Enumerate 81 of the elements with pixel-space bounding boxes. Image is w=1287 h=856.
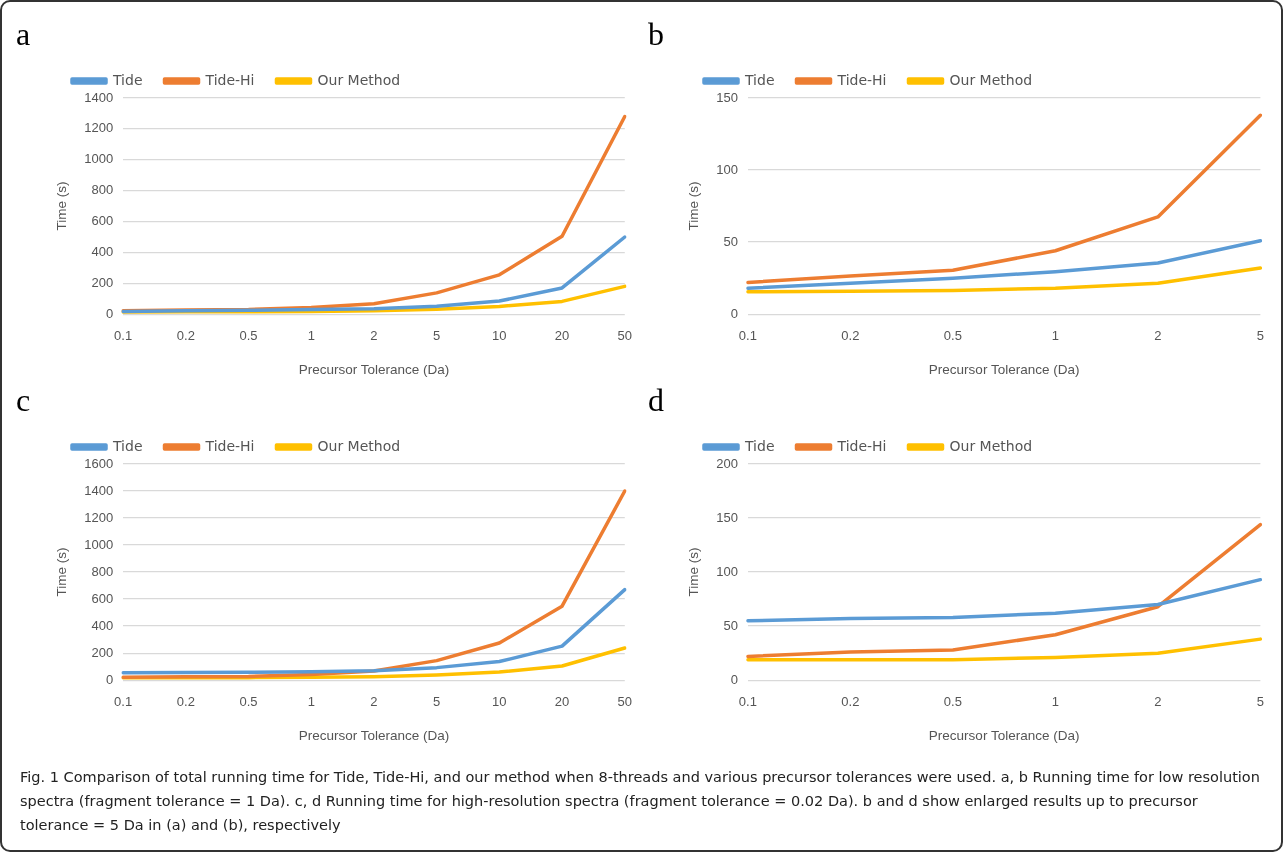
y-tick-label: 0 [730,305,738,321]
legend-label: Tide-Hi [204,437,255,454]
y-tick-label: 200 [716,455,738,471]
x-tick-label: 0.1 [738,327,757,343]
legend-label: Tide [744,437,775,454]
x-tick-label: 0.2 [176,693,195,709]
legend-label: Tide-Hi [836,437,887,454]
x-tick-label: 0.5 [239,693,258,709]
x-tick-label: 2 [370,327,378,343]
chart-title: b [648,16,664,53]
x-tick-label: 20 [554,693,570,709]
x-tick-label: 0.1 [738,693,757,709]
x-tick-label: 5 [1256,693,1264,709]
y-tick-label: 200 [91,644,114,660]
x-tick-label: 20 [554,327,570,343]
chart-title: c [16,382,31,419]
x-tick-label: 2 [1154,693,1162,709]
x-tick-label: 1 [307,327,315,343]
x-tick-label: 1 [307,693,315,709]
y-tick-label: 50 [723,233,738,249]
y-tick-label: 400 [91,617,114,633]
y-tick-label: 50 [723,617,738,633]
x-axis-title: Precursor Tolerance (Da) [928,727,1080,743]
x-tick-label: 0.2 [841,693,860,709]
y-tick-label: 150 [716,89,738,105]
y-tick-label: 800 [91,563,114,579]
y-tick-label: 1400 [84,89,114,105]
x-tick-label: 5 [433,693,441,709]
legend-label: Our Method [317,71,401,88]
y-axis-title: Time (s) [53,547,69,597]
y-tick-label: 1000 [84,536,114,552]
x-tick-label: 5 [1256,327,1264,343]
y-tick-label: 1200 [84,120,114,136]
y-tick-label: 150 [716,509,738,525]
y-tick-label: 200 [91,274,114,290]
chart-title: d [648,382,664,419]
x-axis-title: Precursor Tolerance (Da) [928,361,1080,377]
y-tick-label: 100 [716,563,738,579]
y-axis-title: Time (s) [685,181,701,231]
x-tick-label: 0.2 [176,327,195,343]
x-tick-label: 2 [370,693,378,709]
x-tick-label: 0.2 [841,327,860,343]
x-tick-label: 1 [1051,327,1059,343]
y-tick-label: 0 [105,671,114,687]
y-tick-label: 1000 [84,151,114,167]
y-tick-label: 0 [105,305,114,321]
y-axis-title: Time (s) [53,181,69,231]
y-tick-label: 600 [91,590,114,606]
x-axis-title: Precursor Tolerance (Da) [298,727,450,743]
chart-title: a [16,16,31,53]
x-tick-label: 0.1 [114,327,133,343]
y-tick-label: 100 [716,161,738,177]
y-tick-label: 1200 [84,509,114,525]
x-tick-label: 0.1 [114,693,133,709]
y-axis-title: Time (s) [685,547,701,597]
caption: Fig. 1 Comparison of total running time for Tide, Tide-Hi, and our method when 8-threads and various precursor tolerances were used. a, b Running time for low resolution spectra (fragment tolerance = 1 Da). c, d Running time for high-resolution spectra (fragment tolerance = 0.02 Da). b and d show enlarged results up to precursor tolerance = 5 Da in (a) and (b), respectively [20,768,1261,835]
legend-label: Our Method [949,71,1033,88]
y-tick-label: 400 [91,244,114,260]
legend-label: Tide-Hi [836,71,887,88]
legend-label: Tide [112,71,143,88]
legend-label: Tide-Hi [204,71,255,88]
x-tick-label: 10 [492,693,507,709]
x-tick-label: 0.5 [943,693,962,709]
y-tick-label: 0 [730,671,738,687]
x-tick-label: 50 [617,693,632,709]
x-tick-label: 2 [1154,327,1162,343]
x-tick-label: 1 [1051,693,1059,709]
y-tick-label: 600 [91,213,114,229]
x-axis-title: Precursor Tolerance (Da) [298,361,450,377]
legend-label: Tide [112,437,143,454]
x-tick-label: 50 [617,327,632,343]
x-tick-label: 0.5 [943,327,962,343]
y-tick-label: 800 [91,182,114,198]
legend-label: Our Method [317,437,401,454]
x-tick-label: 10 [492,327,507,343]
x-tick-label: 0.5 [239,327,258,343]
y-tick-label: 1600 [84,455,114,471]
x-tick-label: 5 [433,327,441,343]
legend-label: Our Method [949,437,1033,454]
y-tick-label: 1400 [84,482,114,498]
legend-label: Tide [744,71,775,88]
